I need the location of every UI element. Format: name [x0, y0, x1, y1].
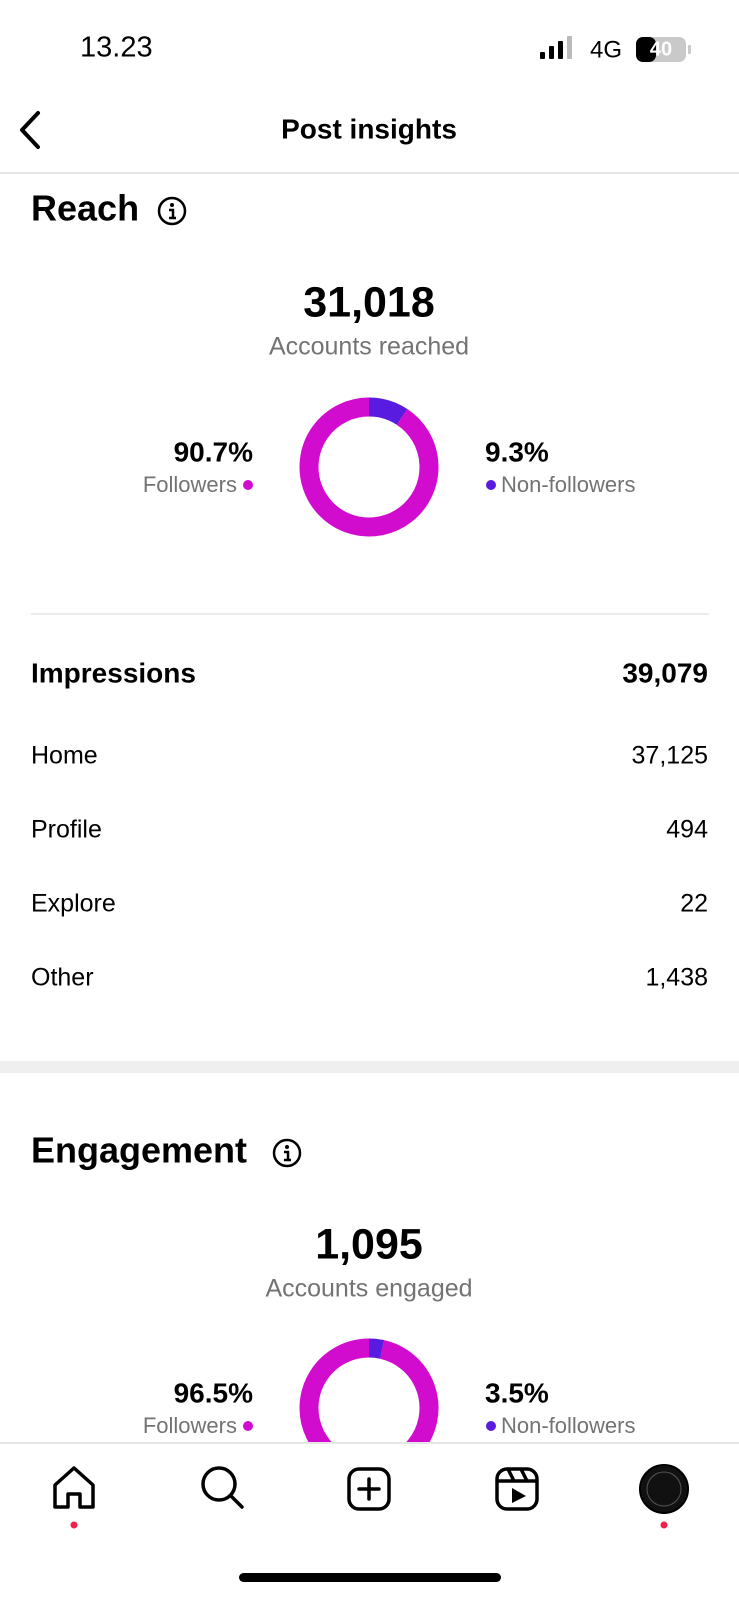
reach-info-icon[interactable] [157, 196, 187, 226]
section-title: Reach [31, 188, 139, 229]
donut-segment [368, 1338, 385, 1359]
impressions-title: Impressions [31, 657, 196, 688]
legend-dot [243, 1421, 253, 1431]
row-value: 1,438 [645, 964, 708, 992]
section-title: Engagement [31, 1130, 247, 1171]
bottom-nav [0, 1442, 739, 1600]
reels-tab[interactable] [495, 1467, 539, 1511]
status-network: 4G [590, 36, 622, 63]
battery-text: 40 [650, 38, 672, 60]
segment-name: Non-followers [501, 472, 636, 497]
segment-name: Non-followers [501, 1413, 636, 1438]
segment-value: 9.3% [485, 436, 549, 467]
legend-dot [486, 480, 496, 490]
back-button[interactable] [20, 111, 40, 149]
profile-dot [660, 1521, 668, 1529]
metric-total: 31,018 [303, 278, 435, 326]
segment-value: 96.5% [174, 1377, 253, 1408]
status-time: 13.23 [80, 32, 153, 64]
content: Reach 31,018 Accounts reached 90.7% Follower… [0, 188, 739, 1478]
row-label: Profile [31, 816, 102, 844]
segment-value: 3.5% [485, 1377, 549, 1408]
create-tab[interactable] [347, 1467, 391, 1511]
header-title: Post insights [281, 113, 457, 144]
home-dot [70, 1521, 78, 1529]
segment-name: Followers [143, 472, 237, 497]
row-value: 37,125 [632, 742, 708, 770]
row-value: 22 [680, 890, 708, 918]
impressions-total: 39,079 [622, 657, 708, 688]
metric-total: 1,095 [315, 1220, 423, 1268]
row-label: Explore [31, 890, 116, 918]
home-indicator [239, 1573, 501, 1582]
legend-dot [486, 1421, 496, 1431]
segment-name: Followers [143, 1413, 237, 1438]
profile-tab[interactable] [639, 1464, 689, 1514]
engagement-info-icon[interactable] [272, 1138, 302, 1168]
home-tab[interactable] [53, 1466, 95, 1509]
section-separator [0, 1061, 739, 1073]
metric-label: Accounts engaged [265, 1275, 472, 1303]
signal-icon [540, 36, 572, 59]
legend-dot [243, 480, 253, 490]
battery-level [636, 37, 656, 62]
row-label: Other [31, 964, 94, 992]
row-label: Home [31, 742, 98, 770]
row-value: 494 [666, 816, 708, 844]
search-tab[interactable] [201, 1466, 244, 1509]
battery-tip [688, 45, 691, 54]
metric-label: Accounts reached [269, 333, 469, 361]
donut-segment [299, 397, 439, 537]
segment-value: 90.7% [174, 436, 253, 467]
donut-segment [368, 397, 408, 426]
